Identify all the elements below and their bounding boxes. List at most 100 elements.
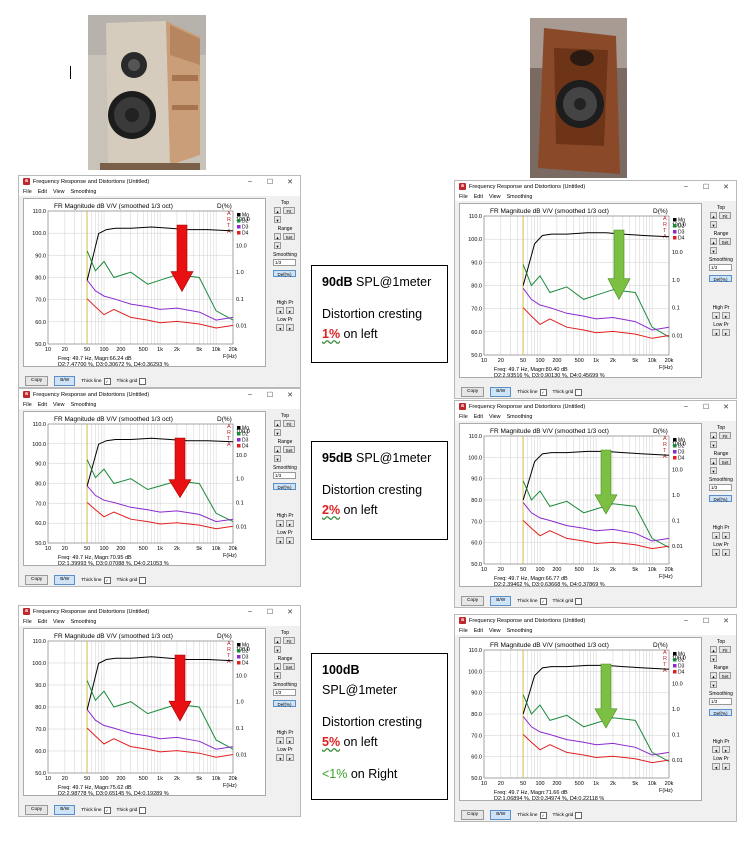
minimize-icon[interactable]: – — [248, 178, 252, 185]
top-down-button[interactable]: ▾ — [710, 221, 717, 228]
minimize-icon[interactable]: – — [684, 403, 688, 410]
menu-edit[interactable]: Edit — [473, 413, 483, 420]
thick-grid-checkbox[interactable]: Thick grid — [553, 811, 583, 819]
copy-button[interactable]: Copy — [461, 810, 485, 820]
thick-line-checkbox[interactable]: Thick line ✓ — [517, 597, 547, 605]
minimize-icon[interactable]: – — [684, 617, 688, 624]
title-bar[interactable]: a Frequency Response and Distortions (Un… — [19, 606, 300, 617]
title-bar[interactable]: a Frequency Response and Distortions (Un… — [455, 615, 736, 626]
smoothing-select[interactable]: 1/3 — [709, 698, 732, 705]
low-pr-left-button[interactable]: ◂ — [712, 329, 720, 336]
range-up-button[interactable]: ▴ — [274, 233, 281, 240]
title-bar[interactable]: a Frequency Response and Distortions (Un… — [19, 389, 300, 400]
menu-smoothing[interactable]: Smoothing — [506, 627, 533, 634]
fit-button[interactable]: Fit — [719, 646, 731, 653]
top-down-button[interactable]: ▾ — [710, 441, 717, 448]
fit-button[interactable]: Fit — [719, 432, 731, 439]
low-pr-left-button[interactable]: ◂ — [712, 763, 720, 770]
response-plot[interactable]: FR Magnitude dB V/V (smoothed 1/3 oct) D(… — [459, 203, 702, 379]
fit-button[interactable]: Fit — [283, 420, 295, 427]
set-button[interactable]: Set — [283, 446, 295, 453]
top-down-button[interactable]: ▾ — [274, 216, 281, 223]
low-pr-left-button[interactable]: ◂ — [276, 324, 284, 331]
top-up-button[interactable]: ▴ — [274, 207, 281, 214]
copy-button[interactable]: Copy — [25, 575, 49, 585]
menu-smoothing[interactable]: Smoothing — [70, 188, 97, 195]
menu-view[interactable]: View — [52, 618, 65, 625]
copy-button[interactable]: Copy — [461, 596, 485, 606]
close-icon[interactable]: ✕ — [287, 608, 293, 616]
close-icon[interactable]: ✕ — [287, 178, 293, 186]
top-down-button[interactable]: ▾ — [274, 429, 281, 436]
low-pr-right-button[interactable]: ▸ — [722, 329, 730, 336]
menu-smoothing[interactable]: Smoothing — [506, 193, 533, 200]
low-pr-left-button[interactable]: ◂ — [276, 754, 284, 761]
top-down-button[interactable]: ▾ — [274, 646, 281, 653]
high-pr-left-button[interactable]: ◂ — [276, 307, 284, 314]
menu-smoothing[interactable]: Smoothing — [506, 413, 533, 420]
menu-edit[interactable]: Edit — [37, 618, 47, 625]
menu-edit[interactable]: Edit — [473, 193, 483, 200]
def-percent-button[interactable]: Def(%) — [709, 709, 732, 716]
range-down-button[interactable]: ▾ — [710, 247, 717, 254]
high-pr-right-button[interactable]: ▸ — [286, 520, 294, 527]
maximize-icon[interactable]: ☐ — [266, 608, 274, 616]
set-button[interactable]: Set — [283, 663, 295, 670]
menu-file[interactable]: File — [459, 627, 468, 634]
maximize-icon[interactable]: ☐ — [266, 178, 274, 186]
top-up-button[interactable]: ▴ — [274, 420, 281, 427]
bw-button[interactable]: B/W — [54, 376, 76, 386]
high-pr-left-button[interactable]: ◂ — [276, 737, 284, 744]
maximize-icon[interactable]: ☐ — [266, 391, 274, 399]
set-button[interactable]: Set — [719, 458, 731, 465]
low-pr-right-button[interactable]: ▸ — [286, 324, 294, 331]
high-pr-right-button[interactable]: ▸ — [286, 307, 294, 314]
minimize-icon[interactable]: – — [248, 391, 252, 398]
menu-file[interactable]: File — [23, 188, 32, 195]
thick-grid-checkbox[interactable]: Thick grid — [117, 576, 147, 584]
range-up-button[interactable]: ▴ — [274, 663, 281, 670]
high-pr-left-button[interactable]: ◂ — [276, 520, 284, 527]
thick-grid-checkbox[interactable]: Thick grid — [553, 597, 583, 605]
menu-edit[interactable]: Edit — [37, 188, 47, 195]
range-down-button[interactable]: ▾ — [274, 672, 281, 679]
thick-grid-checkbox[interactable]: Thick grid — [117, 806, 147, 814]
title-bar[interactable]: a Frequency Response and Distortions (Un… — [455, 401, 736, 412]
smoothing-select[interactable]: 1/3 — [273, 689, 296, 696]
high-pr-left-button[interactable]: ◂ — [712, 312, 720, 319]
copy-button[interactable]: Copy — [25, 376, 49, 386]
low-pr-right-button[interactable]: ▸ — [722, 549, 730, 556]
low-pr-right-button[interactable]: ▸ — [286, 537, 294, 544]
response-plot[interactable]: FR Magnitude dB V/V (smoothed 1/3 oct) D(… — [23, 198, 266, 368]
smoothing-select[interactable]: 1/3 — [709, 484, 732, 491]
menu-view[interactable]: View — [488, 193, 501, 200]
menu-edit[interactable]: Edit — [37, 401, 47, 408]
range-up-button[interactable]: ▴ — [710, 458, 717, 465]
bw-button[interactable]: B/W — [54, 575, 76, 585]
menu-file[interactable]: File — [459, 193, 468, 200]
range-up-button[interactable]: ▴ — [274, 446, 281, 453]
top-up-button[interactable]: ▴ — [710, 212, 717, 219]
range-down-button[interactable]: ▾ — [710, 681, 717, 688]
thick-line-checkbox[interactable]: Thick line ✓ — [517, 388, 547, 396]
def-percent-button[interactable]: Def(%) — [273, 483, 296, 490]
thick-line-checkbox[interactable]: Thick line ✓ — [517, 811, 547, 819]
close-icon[interactable]: ✕ — [287, 391, 293, 399]
menu-view[interactable]: View — [52, 401, 65, 408]
fit-button[interactable]: Fit — [719, 212, 731, 219]
range-up-button[interactable]: ▴ — [710, 672, 717, 679]
high-pr-right-button[interactable]: ▸ — [722, 746, 730, 753]
thick-line-checkbox[interactable]: Thick line ✓ — [81, 377, 111, 385]
set-button[interactable]: Set — [719, 238, 731, 245]
title-bar[interactable]: a Frequency Response and Distortions (Un… — [19, 176, 300, 187]
range-down-button[interactable]: ▾ — [710, 467, 717, 474]
fit-button[interactable]: Fit — [283, 637, 295, 644]
maximize-icon[interactable]: ☐ — [702, 617, 710, 625]
maximize-icon[interactable]: ☐ — [702, 183, 710, 191]
close-icon[interactable]: ✕ — [723, 183, 729, 191]
range-up-button[interactable]: ▴ — [710, 238, 717, 245]
def-percent-button[interactable]: Def(%) — [709, 275, 732, 282]
low-pr-right-button[interactable]: ▸ — [286, 754, 294, 761]
def-percent-button[interactable]: Def(%) — [273, 270, 296, 277]
minimize-icon[interactable]: – — [684, 183, 688, 190]
